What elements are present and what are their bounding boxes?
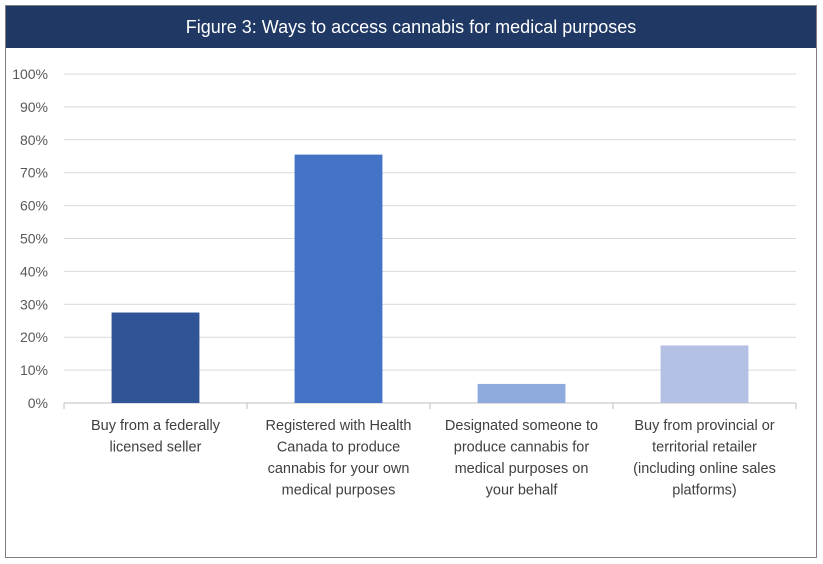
y-tick-label: 10% bbox=[20, 362, 48, 378]
y-tick-label: 0% bbox=[28, 395, 48, 411]
bar bbox=[477, 383, 566, 403]
y-tick-label: 50% bbox=[20, 231, 48, 247]
bar bbox=[294, 154, 383, 403]
x-category-label: (including online sales bbox=[633, 461, 776, 477]
y-tick-label: 90% bbox=[20, 99, 48, 115]
y-tick-label: 20% bbox=[20, 329, 48, 345]
y-tick-label: 30% bbox=[20, 296, 48, 312]
x-category-label: medical purposes on bbox=[455, 461, 589, 477]
bar bbox=[660, 345, 749, 403]
x-category-label: cannabis for your own bbox=[268, 461, 410, 477]
y-tick-label: 60% bbox=[20, 198, 48, 214]
x-category-label: licensed seller bbox=[110, 440, 202, 456]
bar bbox=[111, 312, 200, 403]
x-category-label: Registered with Health bbox=[266, 418, 412, 434]
x-category-label: Buy from provincial or bbox=[634, 418, 774, 434]
y-tick-label: 40% bbox=[20, 263, 48, 279]
x-category-label: medical purposes bbox=[282, 483, 396, 499]
x-category-label: produce cannabis for bbox=[454, 440, 590, 456]
y-tick-label: 70% bbox=[20, 165, 48, 181]
x-category-label: Designated someone to bbox=[445, 418, 598, 434]
y-tick-label: 100% bbox=[12, 66, 48, 82]
y-tick-label: 80% bbox=[20, 132, 48, 148]
x-category-label: territorial retailer bbox=[652, 440, 757, 456]
x-category-label: Canada to produce bbox=[277, 440, 400, 456]
chart-frame: Figure 3: Ways to access cannabis for me… bbox=[5, 5, 817, 558]
x-category-label: your behalf bbox=[486, 483, 559, 499]
chart-title: Figure 3: Ways to access cannabis for me… bbox=[185, 16, 637, 37]
chart-title-bar: Figure 3: Ways to access cannabis for me… bbox=[6, 6, 816, 48]
x-category-label: Buy from a federally bbox=[91, 418, 221, 434]
x-category-label: platforms) bbox=[672, 483, 736, 499]
